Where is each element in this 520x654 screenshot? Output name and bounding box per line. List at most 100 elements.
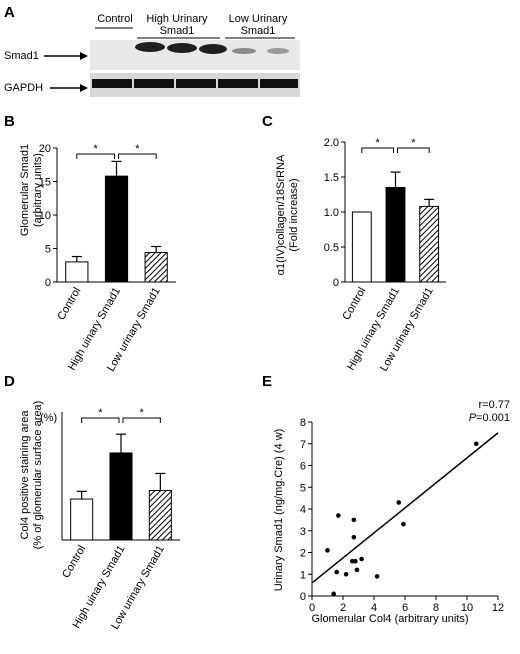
panel-e-xtick-label-2: 4 <box>371 602 377 614</box>
panel-c-significance-bracket-0 <box>361 147 394 153</box>
panel-e-point-14 <box>474 441 479 447</box>
panel-c-chart: α1(IV)collagen/18SrRNA (Fold increase) 0… <box>275 137 446 374</box>
panel-c-bar-2 <box>419 205 440 283</box>
panel-c-ytick-label-1: 0.5 <box>324 242 339 254</box>
panel-e-chart: Urinary Smad1 (ng/mg.Cre) (4 w) Glomerul… <box>273 399 510 625</box>
panel-b-significance-star-1: * <box>135 143 140 155</box>
panel-c-significance-star-0: * <box>376 137 381 149</box>
panel-e-ytick-label-6: 6 <box>300 461 306 473</box>
panel-d-unit: (%) <box>40 412 57 424</box>
blot-group-control: Control <box>97 13 132 25</box>
panel-b-bar-1 <box>104 175 129 283</box>
panel-c-significance-star-1: * <box>411 137 416 149</box>
blot-arrowhead-gapdh <box>80 84 88 92</box>
panel-d-ylabel-units: (% of glomerular surface area) <box>32 401 44 550</box>
panel-b-bar-2 <box>144 252 168 283</box>
panel-b-ytick-label-2: 10 <box>39 210 51 222</box>
panel-e-ytick-label-1: 1 <box>300 569 306 581</box>
panel-e-ytick-label-2: 2 <box>300 548 306 560</box>
panel-d-ylabel: Col4 positive staining area <box>19 410 31 540</box>
blot-bands-gapdh <box>92 79 298 88</box>
panel-c-category-label-0: Control <box>340 286 368 323</box>
panel-b-ytick-label-3: 15 <box>39 177 51 189</box>
panel-b-category-label-0: Control <box>55 286 83 323</box>
panel-d-significance-star-0: * <box>98 407 103 419</box>
panel-e-ylabel: Urinary Smad1 (ng/mg.Cre) (4 w) <box>273 429 285 592</box>
panel-e-xtick-label-3: 6 <box>402 602 408 614</box>
blot-bands-smad1 <box>135 42 289 54</box>
panel-letter-d: D <box>4 373 15 390</box>
panel-b-significance-bracket-0 <box>76 153 115 159</box>
panel-d-chart: (%) Col4 positive staining area (% of gl… <box>19 401 180 632</box>
panel-b-bar-0 <box>65 261 89 283</box>
panel-e-ytick-label-3: 3 <box>300 526 306 538</box>
panel-letter-e: E <box>262 373 272 390</box>
panel-d-bar-1 <box>109 452 133 541</box>
panel-d-bar-0 <box>70 498 94 541</box>
panel-e-point-2 <box>334 569 340 575</box>
panel-c-bar-0 <box>351 211 372 283</box>
blot-row-smad1: Smad1 <box>4 50 39 62</box>
blot-group-high-line1: High Urinary <box>146 13 208 25</box>
panel-e-ytick-label-7: 7 <box>300 439 306 451</box>
panel-e-point-3 <box>336 513 341 518</box>
panel-e-xlabel: Glomerular Col4 (arbitrary units) <box>311 613 468 625</box>
panel-e-point-11 <box>374 574 380 579</box>
panel-b-chart: Glomerular Smad1 (arbitrary units) 0 5 10 1… <box>19 143 176 374</box>
panel-letter-c: C <box>262 113 273 130</box>
panel-c-significance-bracket-1 <box>397 147 430 153</box>
panel-e-xtick-label-5: 10 <box>461 602 473 614</box>
panel-d-category-label-0: Control <box>60 544 88 581</box>
panel-e-point-0 <box>325 548 330 553</box>
panel-e-xtick-label-0: 0 <box>309 602 315 614</box>
panel-d-significance-bracket-0 <box>81 417 120 423</box>
panel-e-point-6 <box>351 534 357 540</box>
blot-membrane-smad1 <box>90 40 300 70</box>
panel-b-ylabel: Glomerular Smad1 <box>19 144 31 236</box>
blot-arrowhead-smad1 <box>80 52 88 60</box>
blot-group-low-line2: Smad1 <box>241 25 276 37</box>
panel-e-annotation-r: r=0.77 <box>479 399 511 411</box>
blot-row-gapdh: GAPDH <box>4 82 43 94</box>
panel-e-point-1 <box>331 591 337 597</box>
panel-c-ylabel-units: (Fold increase) <box>288 178 300 251</box>
panel-b-ytick-label-1: 5 <box>45 244 51 256</box>
panel-c-bar-1 <box>385 187 406 283</box>
panel-e-point-9 <box>354 567 360 573</box>
panel-e-point-4 <box>343 571 349 577</box>
panel-e-annotation-p-value: =0.001 <box>476 412 510 424</box>
panel-e-point-10 <box>359 556 364 562</box>
panel-e-point-12 <box>396 500 402 505</box>
western-blot: Control High Urinary Smad1 Low Urinary S… <box>4 13 300 97</box>
panel-e-point-13 <box>401 521 406 527</box>
panel-e-point-8 <box>353 558 358 564</box>
panel-e-xtick-label-6: 12 <box>492 602 504 614</box>
panel-d-significance-bracket-1 <box>122 417 161 423</box>
panel-d-significance-star-1: * <box>140 407 145 419</box>
panel-c-ytick-label-0: 0 <box>333 277 339 289</box>
panel-e-fit-line <box>311 432 499 584</box>
panel-e-ytick-label-5: 5 <box>300 482 306 494</box>
panel-e-point-7 <box>351 517 357 523</box>
panel-e-xtick-label-1: 2 <box>340 602 346 614</box>
panel-b-ytick-label-4: 20 <box>39 143 51 155</box>
panel-b-ytick-label-0: 0 <box>45 277 51 289</box>
panel-e-xtick-label-4: 8 <box>433 602 439 614</box>
panel-c-ytick-label-4: 2.0 <box>324 137 339 149</box>
panel-letter-b: B <box>4 113 15 130</box>
panel-c-ylabel: α1(IV)collagen/18SrRNA <box>275 154 287 275</box>
blot-group-low-line1: Low Urinary <box>229 13 288 25</box>
panel-e-annotation-p: P=0.001 <box>469 412 510 424</box>
panel-c-ytick-label-2: 1.0 <box>324 207 339 219</box>
panel-b-ylabel-units: (arbitrary units) <box>32 153 44 227</box>
blot-group-high-line2: Smad1 <box>160 25 195 37</box>
panel-d-bar-2 <box>148 490 172 541</box>
panel-e-ytick-label-8: 8 <box>300 417 306 429</box>
panel-e-ytick-label-4: 4 <box>300 504 306 516</box>
panel-b-significance-bracket-1 <box>118 153 157 159</box>
panel-e-annotation-p-letter: P <box>469 412 477 424</box>
panel-letter-a: A <box>4 4 15 21</box>
panel-b-significance-star-0: * <box>94 143 99 155</box>
panel-e-ytick-label-0: 0 <box>300 591 306 603</box>
